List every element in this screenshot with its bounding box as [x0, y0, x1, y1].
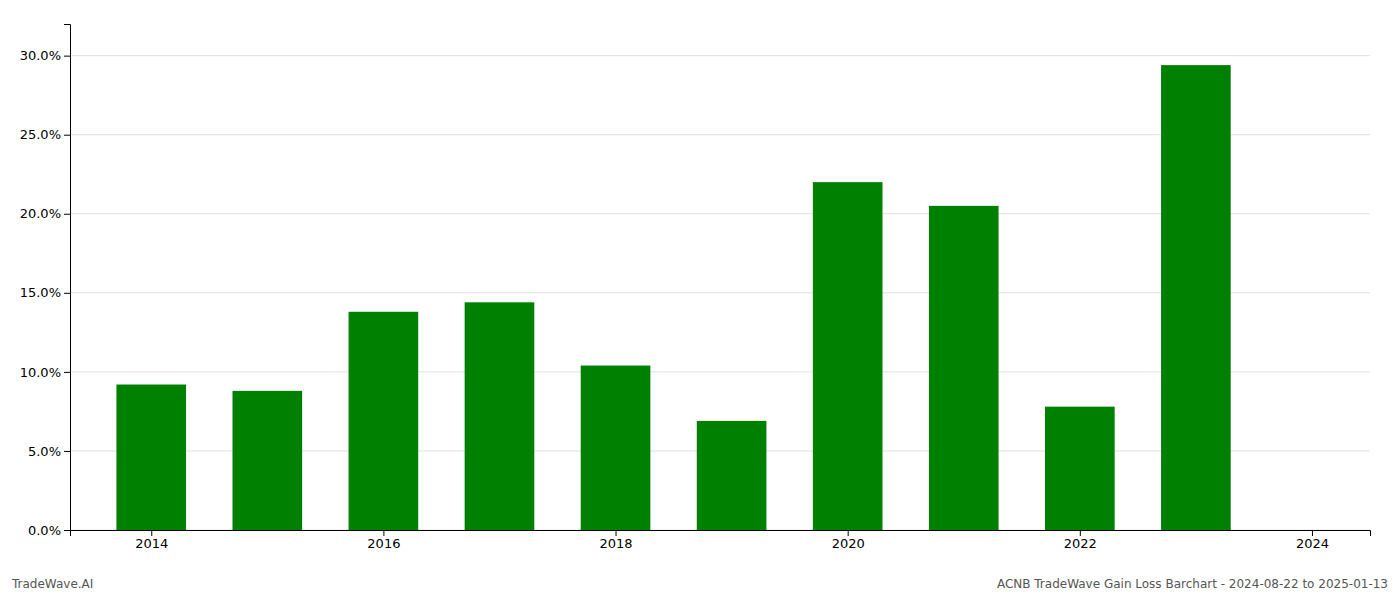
- x-tick: 2014: [135, 530, 168, 551]
- x-tick-label: 2022: [1064, 536, 1097, 551]
- bars: [116, 65, 1230, 530]
- footer-text: ACNB TradeWave Gain Loss Barchart - 2024…: [997, 577, 1388, 591]
- y-tick: 0.0%: [28, 523, 70, 538]
- y-axis: 0.0% 5.0% 10.0% 15.0% 20.0% 25.0% 30.0%: [20, 25, 71, 538]
- y-tick-mark: [64, 293, 70, 294]
- y-tick: 25.0%: [20, 127, 70, 142]
- chart-container: 2014 2016 2018 2020 2022 2024 0.0% 5.0% 10.0% 15.…: [0, 0, 1400, 600]
- x-tick-mark: [383, 530, 384, 536]
- bar: [1045, 407, 1115, 530]
- x-tick: 2022: [1064, 530, 1097, 551]
- y-axis-line: [64, 25, 71, 531]
- x-tick-label: 2016: [367, 536, 400, 551]
- y-tick: 10.0%: [20, 365, 70, 380]
- footer: TradeWave.AI ACNB TradeWave Gain Loss Bar…: [11, 577, 1388, 591]
- y-tick: 15.0%: [20, 285, 70, 300]
- bar: [349, 312, 419, 530]
- y-tick-mark: [64, 372, 70, 373]
- y-tick-mark: [64, 214, 70, 215]
- x-tick-label: 2014: [135, 536, 168, 551]
- x-axis: 2014 2016 2018 2020 2022 2024: [71, 530, 1371, 551]
- y-tick-label: 5.0%: [28, 444, 61, 459]
- footer-text: TradeWave.AI: [11, 577, 93, 591]
- bar: [233, 391, 303, 530]
- y-tick: 30.0%: [20, 48, 70, 63]
- x-tick-label: 2018: [599, 536, 632, 551]
- x-tick-mark: [1080, 530, 1081, 536]
- x-tick: 2016: [367, 530, 400, 551]
- bar: [929, 206, 999, 530]
- y-tick-mark: [64, 135, 70, 136]
- x-tick: 2024: [1296, 530, 1329, 551]
- x-tick-label: 2020: [832, 536, 865, 551]
- y-tick-label: 25.0%: [20, 127, 61, 142]
- x-tick-mark: [151, 530, 152, 536]
- y-tick: 20.0%: [20, 206, 70, 221]
- bar: [465, 302, 535, 530]
- bar: [813, 182, 883, 530]
- x-tick-label: 2024: [1296, 536, 1329, 551]
- y-tick-label: 30.0%: [20, 48, 61, 63]
- bar: [581, 366, 651, 530]
- x-tick-mark: [1312, 530, 1313, 536]
- bar: [697, 421, 767, 530]
- chart-svg: 2014 2016 2018 2020 2022 2024 0.0% 5.0% 10.0% 15.…: [0, 0, 1400, 600]
- x-axis-line: [71, 531, 1371, 537]
- y-tick-label: 15.0%: [20, 285, 61, 300]
- y-tick-mark: [64, 56, 70, 57]
- x-tick-mark: [848, 530, 849, 536]
- y-tick-label: 20.0%: [20, 206, 61, 221]
- y-tick-mark: [64, 530, 70, 531]
- y-tick: 5.0%: [28, 444, 70, 459]
- grid-line: [70, 55, 1370, 56]
- y-tick-mark: [64, 451, 70, 452]
- x-tick: 2020: [832, 530, 865, 551]
- grid: [70, 56, 1370, 530]
- y-tick-label: 10.0%: [20, 365, 61, 380]
- x-tick: 2018: [599, 530, 632, 551]
- x-tick-mark: [616, 530, 617, 536]
- bar: [1161, 65, 1231, 530]
- y-tick-label: 0.0%: [28, 523, 61, 538]
- plot-area: 2014 2016 2018 2020 2022 2024 0.0% 5.0% 10.0% 15.…: [20, 25, 1371, 552]
- bar: [116, 385, 186, 530]
